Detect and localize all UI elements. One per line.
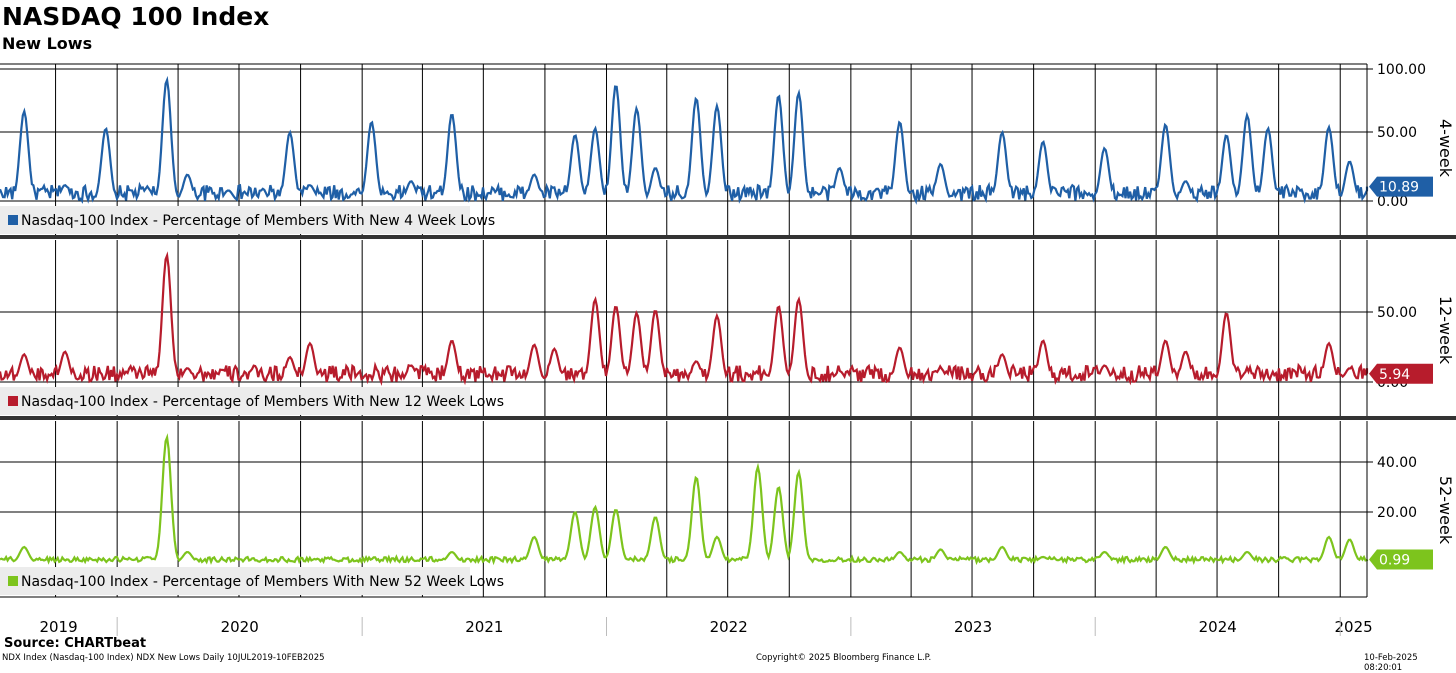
series-line (0, 251, 1369, 387)
panel-52-week: 40.00 20.00 0.99 52-week Nasdaq-100 Index - … (0, 421, 1455, 597)
last-value-badge (1369, 363, 1433, 384)
last-value-label: 0.99 (1379, 553, 1410, 569)
chart-title: NASDAQ 100 Index (2, 2, 270, 31)
series-line (0, 433, 1369, 566)
panel-separator (0, 416, 1456, 420)
x-year-label: 2019 (39, 618, 77, 636)
footer-series-info: NDX Index (Nasdaq-100 Index) NDX New Low… (2, 653, 325, 663)
y-tick-label: 0.00 (1377, 194, 1408, 210)
last-value-label: 5.94 (1379, 367, 1410, 383)
series-line (0, 75, 1369, 205)
legend-box (0, 567, 470, 595)
footer-timestamp: 10-Feb-2025 08:20:01 (1364, 653, 1418, 673)
legend-label: Nasdaq-100 Index - Percentage of Members… (21, 574, 504, 590)
x-year-label: 2023 (954, 618, 992, 636)
panel-label: 4-week (1436, 119, 1455, 178)
y-tick-label: 100.00 (1377, 62, 1426, 78)
panel-label: 12-week (1436, 296, 1455, 365)
legend-swatch (8, 215, 18, 225)
legend-box (0, 206, 470, 234)
x-year-label: 2021 (465, 618, 503, 636)
legend-swatch (8, 396, 18, 406)
panel-label: 52-week (1436, 476, 1455, 545)
x-year-label: 2024 (1199, 618, 1237, 636)
x-year-label: 2025 (1335, 618, 1373, 636)
footer-copyright: Copyright© 2025 Bloomberg Finance L.P. (756, 653, 932, 663)
legend-box (0, 387, 470, 415)
legend-label: Nasdaq-100 Index - Percentage of Members… (21, 394, 504, 410)
y-tick-label: 40.00 (1377, 455, 1417, 471)
legend-swatch (8, 576, 18, 586)
chart-subtitle: New Lows (2, 34, 93, 53)
legend-label: Nasdaq-100 Index - Percentage of Members… (21, 213, 495, 229)
source-text: Source: CHARTbeat (4, 636, 147, 651)
y-tick-label: 20.00 (1377, 505, 1417, 521)
x-year-label: 2020 (221, 618, 259, 636)
last-value-badge (1369, 549, 1433, 570)
y-tick-label: 50.00 (1377, 305, 1417, 321)
panel-separator (0, 235, 1456, 239)
last-value-label: 10.89 (1379, 180, 1419, 196)
last-value-badge (1369, 176, 1433, 197)
y-tick-label: 50.00 (1377, 125, 1417, 141)
x-year-label: 2022 (710, 618, 748, 636)
